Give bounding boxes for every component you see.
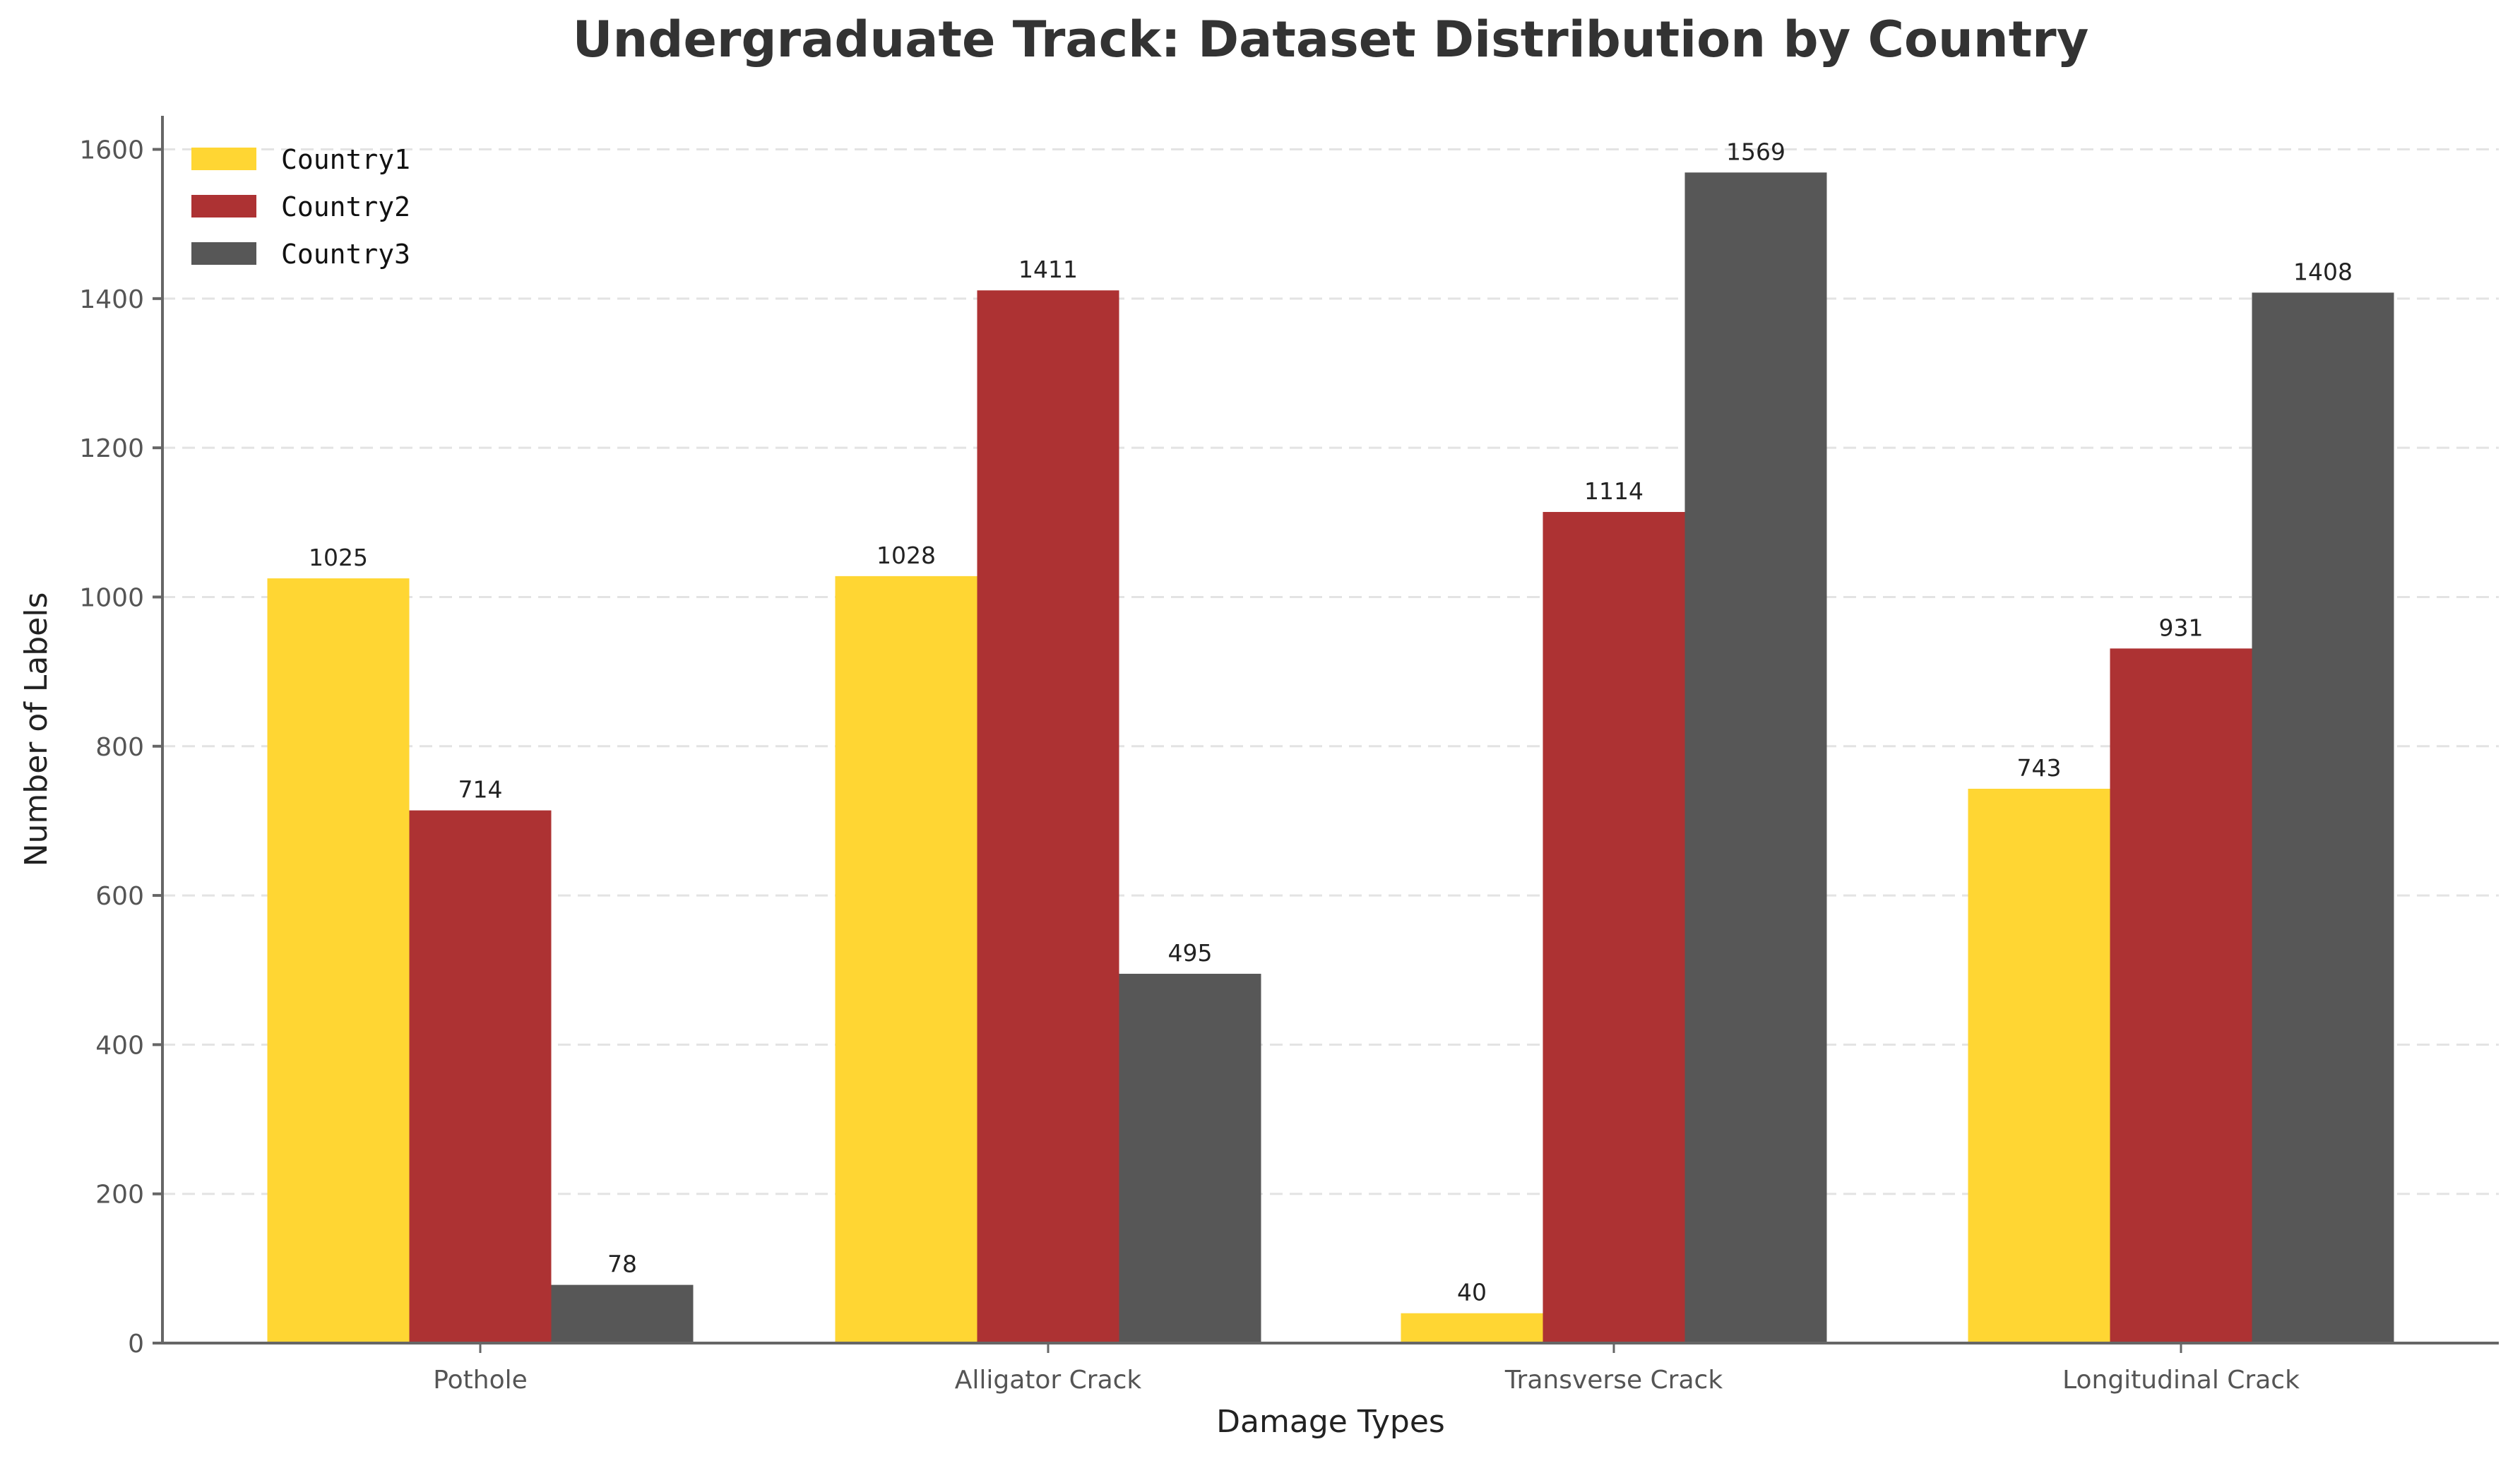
data-label: 1411: [1018, 256, 1078, 283]
legend-label-country1: Country1: [281, 144, 410, 175]
bar-country2-pothole: [409, 810, 552, 1343]
bar-country1-alligator-crack: [835, 576, 977, 1343]
data-label: 714: [458, 776, 503, 804]
data-label: 743: [2017, 754, 2062, 782]
chart-title: Undergraduate Track: Dataset Distributio…: [573, 11, 2089, 68]
bars: [267, 172, 2394, 1344]
data-label: 1028: [876, 542, 936, 569]
y-tick-label: 1600: [79, 136, 144, 165]
y-axis-label: Number of Labels: [18, 592, 54, 867]
bar-country2-longitudinal-crack: [2110, 648, 2252, 1343]
y-tick-label: 600: [95, 882, 144, 911]
y-tick-label: 800: [95, 733, 144, 762]
y-tick-label: 200: [95, 1181, 144, 1210]
bar-country1-pothole: [267, 578, 410, 1343]
legend-swatch-country3: [191, 242, 256, 265]
bar-country3-alligator-crack: [1119, 974, 1261, 1343]
y-tick-label: 1200: [79, 434, 144, 463]
bar-country2-transverse-crack: [1543, 512, 1685, 1344]
x-ticks: Pothole Alligator Crack Transverse Crack Lo…: [433, 1343, 2300, 1395]
legend-label-country2: Country2: [281, 191, 410, 222]
data-label: 1569: [1726, 138, 1785, 165]
legend-swatch-country2: [191, 195, 256, 217]
y-tick-label: 0: [128, 1330, 144, 1359]
x-tick-label: Transverse Crack: [1504, 1366, 1723, 1395]
legend-label-country3: Country3: [281, 239, 410, 270]
data-label: 40: [1457, 1279, 1487, 1306]
bar-country3-longitudinal-crack: [2252, 292, 2394, 1343]
x-tick-label: Alligator Crack: [955, 1366, 1142, 1395]
data-labels: 1025 714 78 1028 1411 495 40 1114 1569 743 931 1408: [309, 138, 2353, 1306]
y-tick-label: 1400: [79, 285, 144, 314]
data-label: 78: [607, 1251, 637, 1278]
x-tick-label: Longitudinal Crack: [2062, 1366, 2300, 1395]
bar-country3-pothole: [551, 1284, 694, 1343]
bar-country1-transverse-crack: [1401, 1313, 1543, 1343]
data-label: 1114: [1584, 477, 1644, 505]
data-label: 931: [2159, 614, 2204, 641]
bar-country1-longitudinal-crack: [1968, 788, 2110, 1343]
x-axis-label: Damage Types: [1216, 1404, 1445, 1440]
data-label: 1025: [309, 544, 368, 571]
legend-swatch-country1: [191, 148, 256, 170]
data-label: 1408: [2293, 258, 2353, 285]
bar-country3-transverse-crack: [1684, 172, 1827, 1344]
x-tick-label: Pothole: [433, 1366, 528, 1395]
bar-country2-alligator-crack: [977, 290, 1119, 1343]
y-tick-label: 400: [95, 1031, 144, 1060]
data-label: 495: [1168, 939, 1213, 967]
legend: Country1 Country2 Country3: [191, 144, 410, 270]
y-tick-label: 1000: [79, 583, 144, 612]
y-ticks: 0 200 400 600 800 1000 1200 1400 1600: [79, 136, 162, 1359]
